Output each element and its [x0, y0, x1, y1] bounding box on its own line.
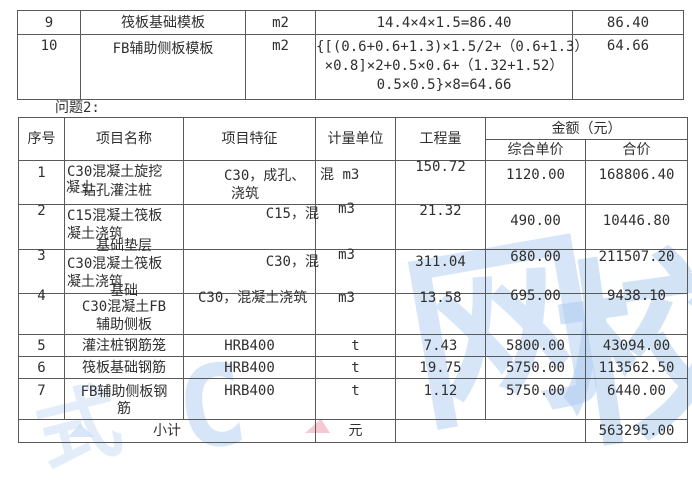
- cell-feature: HRB400: [183, 378, 316, 420]
- table-row: 10 FB辅助侧板模板 m2 {[(0.6+0.6+1.3)×1.5/2+（0.…: [17, 34, 684, 100]
- cell-quantity: 21.32: [395, 204, 486, 250]
- cell-feature: HRB400: [183, 334, 316, 357]
- header-row: 综合单价 合价: [19, 139, 688, 161]
- boq-table: 序号 项目名称 项目特征 计量单位 工程量 金额（元） 综合单价 合价 1 C3…: [18, 117, 688, 443]
- cell-unit-price: 5750.00: [485, 378, 586, 420]
- cell-serial: 3: [18, 249, 65, 294]
- header-feature: 项目特征: [183, 117, 316, 161]
- cell-quantity: 19.75: [395, 356, 486, 379]
- cell-item-name: C30混凝土FB 辅助侧板: [64, 293, 184, 335]
- cell-item-name: C30混凝土筏板 凝土浇筑 基础: [64, 249, 184, 299]
- header-total-price: 合价: [585, 139, 688, 161]
- quantities-table: 9 筏板基础模板 m2 14.4×4×1.5=86.40 86.40 10 FB…: [17, 10, 684, 100]
- cell-total-price: 6440.00: [585, 378, 688, 420]
- subtotal-label: 小计: [18, 419, 316, 443]
- overlapped-text: 混: [320, 167, 334, 183]
- cell-serial: 7: [18, 378, 65, 420]
- cell-value: 64.66: [572, 34, 684, 100]
- header-row: 序号 项目名称 项目特征 计量单位 工程量 金额（元）: [18, 117, 688, 161]
- cell-serial: 1: [18, 160, 65, 205]
- overflow-text: 基础: [110, 283, 138, 299]
- cell-unit: m3: [315, 291, 396, 335]
- cell-serial: 5: [18, 334, 65, 357]
- cell-unit-price: 490.00: [485, 204, 586, 250]
- table-row: 4 C30混凝土FB 辅助侧板 C30，混凝土浇筑 m3 13.58 695.0…: [18, 289, 688, 335]
- overlapped-text: 凝土: [66, 180, 94, 196]
- cell-serial: 6: [18, 356, 65, 379]
- cell-unit-price: 5800.00: [485, 334, 586, 357]
- cell-serial: 10: [17, 34, 81, 100]
- subtotal-row: 小计 元 563295.00: [18, 419, 688, 443]
- cell-formula: 14.4×4×1.5=86.40: [315, 10, 573, 35]
- cell-unit: m2: [245, 10, 316, 35]
- header-unit-price: 综合单价: [485, 139, 586, 161]
- table-row: 6 筏板基础钢筋 HRB400 t 19.75 5750.00 113562.5…: [18, 356, 688, 379]
- header-amount: 金额（元）: [485, 117, 688, 140]
- subtotal-value: 563295.00: [585, 419, 688, 443]
- cell-item-name: 筏板基础钢筋: [64, 356, 184, 379]
- header-item-name: 项目名称: [64, 117, 184, 161]
- cell-quantity: 7.43: [395, 334, 486, 357]
- cell-feature: C15，混: [183, 204, 319, 250]
- cell-formula: {[(0.6+0.6+1.3)×1.5/2+（0.6+1.3） ×0.8]×2+…: [315, 34, 588, 100]
- table-row: 9 筏板基础模板 m2 14.4×4×1.5=86.40 86.40: [17, 10, 684, 35]
- cell-serial: 2: [18, 204, 65, 250]
- cell-item-name: FB辅助侧板钢 筋: [64, 378, 184, 420]
- cell-unit: m3: [315, 202, 396, 250]
- cell-feature: C30，成孔、 浇筑: [183, 160, 316, 205]
- cell-feature: C30，混: [183, 249, 319, 294]
- cell-unit: t: [315, 378, 396, 420]
- cell-total-price: 9438.10: [585, 289, 688, 335]
- subtotal-unit: 元: [315, 419, 396, 443]
- cell-total-price: 113562.50: [585, 356, 688, 379]
- cell-unit: m2: [245, 34, 316, 100]
- cell-feature: HRB400: [183, 356, 316, 379]
- table-row: 3 C30混凝土筏板 凝土浇筑 基础 C30，混 m3 311.04 680.0…: [18, 248, 688, 299]
- cell-item-name: 灌注桩钢筋笼: [64, 334, 184, 357]
- table-row: 1 C30混凝土旋挖 凝土 钻孔灌注桩 C30，成孔、 浇筑 混 m3 150.…: [18, 160, 688, 205]
- cell-unit: t: [315, 356, 396, 379]
- table-row: 7 FB辅助侧板钢 筋 HRB400 t 1.12 5750.00 6440.0…: [18, 378, 688, 420]
- cell-unit: t: [315, 334, 396, 357]
- cell-total-price: 10446.80: [585, 204, 688, 250]
- cell-unit: m3: [315, 248, 396, 294]
- cell-item-name: C30混凝土旋挖 凝土 钻孔灌注桩: [64, 160, 184, 205]
- table-row: 5 灌注桩钢筋笼 HRB400 t 7.43 5800.00 43094.00: [18, 334, 688, 357]
- header-unit: 计量单位: [315, 117, 396, 161]
- section-label: 问题2:: [55, 100, 100, 116]
- cell-quantity: 311.04: [395, 249, 486, 294]
- subtotal-empty: [395, 419, 586, 443]
- cell-total-price: 168806.40: [585, 160, 688, 205]
- cell-quantity: 13.58: [395, 291, 486, 335]
- cell-unit: 混 m3: [315, 160, 396, 205]
- document-page: { "section_label": "问题2:", "table1": { "…: [17, 10, 692, 485]
- cell-unit-price: 695.00: [485, 289, 586, 335]
- cell-quantity: 150.72: [395, 160, 486, 205]
- cell-feature: C30，混凝土浇筑: [183, 291, 316, 335]
- cell-unit-price: 1120.00: [485, 160, 586, 205]
- cell-unit-price: 5750.00: [485, 356, 586, 379]
- cell-quantity: 1.12: [395, 378, 486, 420]
- cell-item-name: FB辅助侧板模板: [80, 34, 246, 100]
- cell-serial: 9: [17, 10, 81, 35]
- table-row: 2 C15混凝土筏板 凝土浇筑 基础垫层 C15，混 m3 21.32 490.…: [18, 202, 688, 254]
- cell-total-price: 43094.00: [585, 334, 688, 357]
- cell-item-name: 筏板基础模板: [80, 10, 246, 35]
- cell-total-price: 211507.20: [585, 249, 688, 294]
- header-serial: 序号: [18, 117, 65, 161]
- cell-unit-price: 680.00: [485, 249, 586, 294]
- cell-value: 86.40: [572, 10, 684, 35]
- cell-item-name: C15混凝土筏板 凝土浇筑 基础垫层: [64, 204, 184, 254]
- cell-serial: 4: [18, 289, 65, 335]
- header-quantity: 工程量: [395, 117, 486, 161]
